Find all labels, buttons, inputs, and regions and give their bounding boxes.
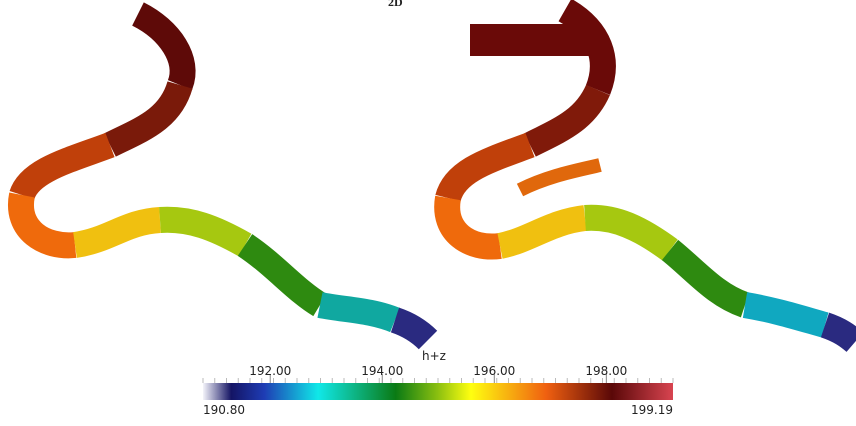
tick-label: 196.00 <box>473 364 515 378</box>
view-title: 2D <box>388 0 403 9</box>
colorbar: h+z 192.00 194.00 196.00 198.00 190.80 199.19 <box>203 349 673 417</box>
tick-label: 194.00 <box>361 364 403 378</box>
colorbar-title: h+z <box>422 349 446 363</box>
colorbar-gradient <box>203 383 673 400</box>
river-1d <box>21 14 428 340</box>
river-2d <box>447 10 855 342</box>
range-max-label: 199.19 <box>631 403 673 417</box>
range-min-label: 190.80 <box>203 403 245 417</box>
tick-label: 198.00 <box>585 364 627 378</box>
tick-label: 192.00 <box>249 364 291 378</box>
viewer: 2D h+z 192.00 194.00 196.00 198.00 190.80 199… <box>0 0 856 426</box>
